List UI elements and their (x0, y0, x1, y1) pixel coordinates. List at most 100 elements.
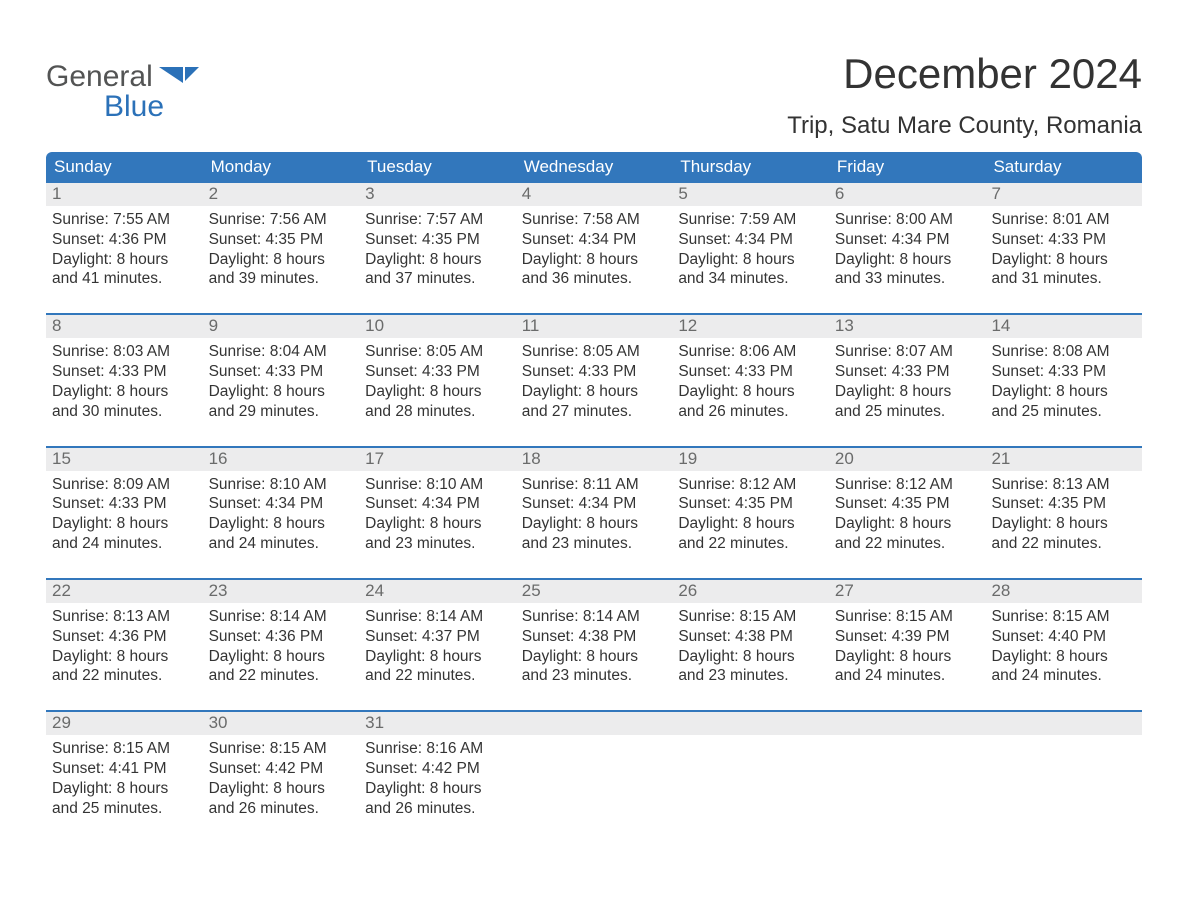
day-info: Sunrise: 8:00 AMSunset: 4:34 PMDaylight:… (829, 206, 986, 293)
location-subtitle: Trip, Satu Mare County, Romania (787, 112, 1142, 140)
week-row: 29Sunrise: 8:15 AMSunset: 4:41 PMDayligh… (46, 710, 1142, 822)
day-info: Sunrise: 8:10 AMSunset: 4:34 PMDaylight:… (359, 471, 516, 558)
day-number: 12 (672, 315, 829, 338)
day-cell: 30Sunrise: 8:15 AMSunset: 4:42 PMDayligh… (203, 712, 360, 822)
day-info: Sunrise: 7:55 AMSunset: 4:36 PMDaylight:… (46, 206, 203, 293)
day-cell: 10Sunrise: 8:05 AMSunset: 4:33 PMDayligh… (359, 315, 516, 425)
day-cell: 20Sunrise: 8:12 AMSunset: 4:35 PMDayligh… (829, 448, 986, 558)
day-number: 23 (203, 580, 360, 603)
day-number: 1 (46, 183, 203, 206)
day-number: 21 (985, 448, 1142, 471)
day-header-friday: Friday (829, 152, 986, 183)
day-cell-empty (829, 712, 986, 822)
day-number: 10 (359, 315, 516, 338)
logo-flag-icon (159, 63, 199, 92)
day-number: 16 (203, 448, 360, 471)
day-cell: 5Sunrise: 7:59 AMSunset: 4:34 PMDaylight… (672, 183, 829, 293)
day-cell: 17Sunrise: 8:10 AMSunset: 4:34 PMDayligh… (359, 448, 516, 558)
day-cell: 31Sunrise: 8:16 AMSunset: 4:42 PMDayligh… (359, 712, 516, 822)
day-header-sunday: Sunday (46, 152, 203, 183)
day-cell: 6Sunrise: 8:00 AMSunset: 4:34 PMDaylight… (829, 183, 986, 293)
day-info: Sunrise: 8:14 AMSunset: 4:36 PMDaylight:… (203, 603, 360, 690)
calendar: SundayMondayTuesdayWednesdayThursdayFrid… (46, 152, 1142, 823)
day-header-wednesday: Wednesday (516, 152, 673, 183)
day-number: 14 (985, 315, 1142, 338)
day-info: Sunrise: 8:03 AMSunset: 4:33 PMDaylight:… (46, 338, 203, 425)
day-info: Sunrise: 8:12 AMSunset: 4:35 PMDaylight:… (829, 471, 986, 558)
day-info: Sunrise: 8:15 AMSunset: 4:40 PMDaylight:… (985, 603, 1142, 690)
week-row: 8Sunrise: 8:03 AMSunset: 4:33 PMDaylight… (46, 313, 1142, 425)
logo: General Blue (46, 60, 199, 124)
day-number: 29 (46, 712, 203, 735)
day-info: Sunrise: 8:12 AMSunset: 4:35 PMDaylight:… (672, 471, 829, 558)
day-cell-empty (516, 712, 673, 822)
day-number: 20 (829, 448, 986, 471)
day-number: 6 (829, 183, 986, 206)
day-number: 27 (829, 580, 986, 603)
day-number: 30 (203, 712, 360, 735)
day-cell: 16Sunrise: 8:10 AMSunset: 4:34 PMDayligh… (203, 448, 360, 558)
day-number (829, 712, 986, 735)
day-info: Sunrise: 8:15 AMSunset: 4:39 PMDaylight:… (829, 603, 986, 690)
week-row: 1Sunrise: 7:55 AMSunset: 4:36 PMDaylight… (46, 183, 1142, 293)
day-number: 2 (203, 183, 360, 206)
day-header-thursday: Thursday (672, 152, 829, 183)
day-info: Sunrise: 8:15 AMSunset: 4:38 PMDaylight:… (672, 603, 829, 690)
day-info: Sunrise: 8:09 AMSunset: 4:33 PMDaylight:… (46, 471, 203, 558)
day-info: Sunrise: 8:13 AMSunset: 4:35 PMDaylight:… (985, 471, 1142, 558)
day-number (516, 712, 673, 735)
day-cell: 27Sunrise: 8:15 AMSunset: 4:39 PMDayligh… (829, 580, 986, 690)
day-cell: 25Sunrise: 8:14 AMSunset: 4:38 PMDayligh… (516, 580, 673, 690)
day-cell: 22Sunrise: 8:13 AMSunset: 4:36 PMDayligh… (46, 580, 203, 690)
day-cell: 21Sunrise: 8:13 AMSunset: 4:35 PMDayligh… (985, 448, 1142, 558)
day-cell: 1Sunrise: 7:55 AMSunset: 4:36 PMDaylight… (46, 183, 203, 293)
day-cell: 9Sunrise: 8:04 AMSunset: 4:33 PMDaylight… (203, 315, 360, 425)
day-cell: 4Sunrise: 7:58 AMSunset: 4:34 PMDaylight… (516, 183, 673, 293)
day-number: 11 (516, 315, 673, 338)
day-info: Sunrise: 8:15 AMSunset: 4:41 PMDaylight:… (46, 735, 203, 822)
day-cell-empty (672, 712, 829, 822)
day-number: 25 (516, 580, 673, 603)
calendar-header-row: SundayMondayTuesdayWednesdayThursdayFrid… (46, 152, 1142, 183)
day-cell: 7Sunrise: 8:01 AMSunset: 4:33 PMDaylight… (985, 183, 1142, 293)
day-cell: 11Sunrise: 8:05 AMSunset: 4:33 PMDayligh… (516, 315, 673, 425)
day-number: 24 (359, 580, 516, 603)
day-cell: 2Sunrise: 7:56 AMSunset: 4:35 PMDaylight… (203, 183, 360, 293)
day-number: 18 (516, 448, 673, 471)
day-cell: 23Sunrise: 8:14 AMSunset: 4:36 PMDayligh… (203, 580, 360, 690)
day-number: 17 (359, 448, 516, 471)
day-info: Sunrise: 7:58 AMSunset: 4:34 PMDaylight:… (516, 206, 673, 293)
day-cell: 28Sunrise: 8:15 AMSunset: 4:40 PMDayligh… (985, 580, 1142, 690)
day-header-saturday: Saturday (985, 152, 1142, 183)
day-info: Sunrise: 7:59 AMSunset: 4:34 PMDaylight:… (672, 206, 829, 293)
logo-word-blue: Blue (104, 90, 199, 124)
day-number: 5 (672, 183, 829, 206)
day-cell: 19Sunrise: 8:12 AMSunset: 4:35 PMDayligh… (672, 448, 829, 558)
title-block: December 2024 Trip, Satu Mare County, Ro… (787, 50, 1142, 140)
day-cell: 3Sunrise: 7:57 AMSunset: 4:35 PMDaylight… (359, 183, 516, 293)
day-cell: 13Sunrise: 8:07 AMSunset: 4:33 PMDayligh… (829, 315, 986, 425)
day-number (985, 712, 1142, 735)
day-info: Sunrise: 8:08 AMSunset: 4:33 PMDaylight:… (985, 338, 1142, 425)
day-number (672, 712, 829, 735)
day-info: Sunrise: 8:14 AMSunset: 4:38 PMDaylight:… (516, 603, 673, 690)
day-info: Sunrise: 8:06 AMSunset: 4:33 PMDaylight:… (672, 338, 829, 425)
day-cell-empty (985, 712, 1142, 822)
day-number: 26 (672, 580, 829, 603)
day-number: 22 (46, 580, 203, 603)
day-cell: 18Sunrise: 8:11 AMSunset: 4:34 PMDayligh… (516, 448, 673, 558)
day-info: Sunrise: 7:57 AMSunset: 4:35 PMDaylight:… (359, 206, 516, 293)
logo-word-general: General (46, 60, 153, 94)
day-number: 3 (359, 183, 516, 206)
day-info: Sunrise: 8:05 AMSunset: 4:33 PMDaylight:… (359, 338, 516, 425)
day-info: Sunrise: 8:01 AMSunset: 4:33 PMDaylight:… (985, 206, 1142, 293)
day-number: 19 (672, 448, 829, 471)
day-number: 15 (46, 448, 203, 471)
day-cell: 14Sunrise: 8:08 AMSunset: 4:33 PMDayligh… (985, 315, 1142, 425)
day-header-tuesday: Tuesday (359, 152, 516, 183)
day-info: Sunrise: 7:56 AMSunset: 4:35 PMDaylight:… (203, 206, 360, 293)
day-info: Sunrise: 8:13 AMSunset: 4:36 PMDaylight:… (46, 603, 203, 690)
day-info: Sunrise: 8:04 AMSunset: 4:33 PMDaylight:… (203, 338, 360, 425)
day-cell: 29Sunrise: 8:15 AMSunset: 4:41 PMDayligh… (46, 712, 203, 822)
day-info: Sunrise: 8:05 AMSunset: 4:33 PMDaylight:… (516, 338, 673, 425)
